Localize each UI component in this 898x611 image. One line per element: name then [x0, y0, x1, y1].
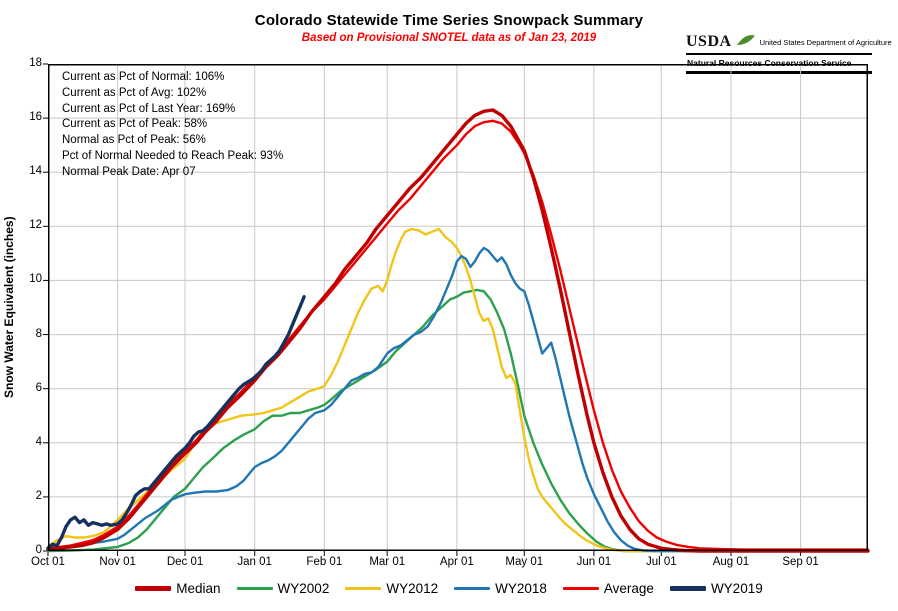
legend: Median WY2002 WY2012 WY2018 Average WY2019	[0, 581, 898, 596]
x-tick-label: Apr 01	[439, 556, 474, 568]
annotation-line: Current as Pct of Normal: 106%	[62, 71, 225, 83]
x-tick-label: Dec 01	[166, 556, 204, 568]
usda-logotype: USDA	[686, 33, 732, 50]
series-line-wy2012	[46, 227, 870, 553]
series-line-median	[46, 108, 870, 553]
series-line-wy2018	[46, 246, 870, 553]
legend-swatch-average	[562, 586, 599, 591]
usda-department-text: United States Department of Agriculture	[759, 37, 892, 47]
legend-label-average: Average	[603, 581, 654, 596]
series-line-average	[46, 119, 870, 551]
x-tick-label: Sep 01	[782, 556, 819, 568]
y-tick-label: 12	[29, 219, 42, 232]
legend-item-wy2019: WY2019	[669, 581, 763, 596]
legend-item-wy2012: WY2012	[345, 581, 438, 596]
legend-swatch-median	[135, 586, 172, 591]
legend-label-wy2019: WY2019	[710, 581, 763, 596]
y-tick-label: 2	[35, 489, 42, 502]
annotation-block: Current as Pct of Normal: 106% Current as…	[62, 70, 283, 181]
y-axis-title: Snow Water Equivalent (inches)	[2, 216, 16, 399]
annotation-line: Current as Pct of Last Year: 169%	[62, 102, 236, 115]
annotation-line: Pct of Normal Needed to Reach Peak: 93%	[62, 149, 284, 162]
legend-label-median: Median	[176, 581, 221, 596]
x-tick-label: Oct 01	[31, 556, 65, 568]
x-tick-label: Jul 01	[645, 556, 677, 568]
legend-swatch-wy2002	[236, 586, 273, 591]
series-line-wy2002	[46, 288, 870, 553]
x-tick-label: Aug 01	[712, 556, 750, 568]
x-tick-label: Feb 01	[306, 556, 343, 568]
series-line-wy2019	[46, 294, 306, 550]
x-tick-label: Jun 01	[576, 556, 612, 568]
legend-label-wy2018: WY2018	[495, 581, 547, 596]
y-tick-label: 8	[35, 327, 42, 340]
x-tick-label: Jan 01	[237, 556, 272, 568]
usda-agency-text: Natural Resources Conservation Service	[686, 53, 872, 74]
legend-swatch-wy2018	[454, 586, 491, 591]
annotation-line: Normal as Pct of Peak: 56%	[62, 134, 206, 147]
annotation-line: Normal Peak Date: Apr 07	[62, 165, 196, 178]
legend-label-wy2002: WY2002	[277, 581, 330, 596]
y-tick-label: 6	[35, 381, 42, 394]
y-tick-label: 18	[29, 57, 42, 69]
usda-leaf-icon	[736, 33, 756, 51]
page-subtitle: Based on Provisional SNOTEL data as of J…	[301, 32, 597, 44]
x-tick-label: Nov 01	[99, 556, 136, 568]
y-tick-label: 0	[35, 544, 42, 556]
x-tick-label: May 01	[505, 556, 544, 568]
legend-item-median: Median	[135, 581, 221, 596]
usda-logo-row: USDA United States Department of Agricul…	[686, 33, 892, 53]
legend-swatch-wy2012	[345, 586, 382, 591]
legend-item-wy2018: WY2018	[454, 581, 547, 596]
page-title: Colorado Statewide Time Series Snowpack …	[254, 12, 644, 29]
legend-label-wy2012: WY2012	[386, 581, 439, 596]
y-tick-label: 16	[29, 111, 42, 124]
annotation-line: Current as Pct of Avg: 102%	[62, 86, 207, 99]
annotation-line: Current as Pct of Peak: 58%	[62, 118, 208, 131]
plot-area: Current as Pct of Normal: 106% Current as…	[43, 63, 870, 556]
legend-item-average: Average	[562, 581, 654, 596]
legend-item-wy2002: WY2002	[236, 581, 330, 596]
y-tick-label: 14	[29, 165, 42, 178]
y-tick-label: 10	[29, 273, 42, 286]
y-tick-label: 4	[35, 435, 42, 448]
usda-logo-block: USDA United States Department of Agricul…	[686, 33, 892, 74]
chart-canvas	[43, 63, 870, 556]
legend-swatch-wy2019	[669, 586, 706, 591]
x-tick-label: Mar 01	[369, 556, 406, 568]
plot-border	[48, 64, 868, 551]
